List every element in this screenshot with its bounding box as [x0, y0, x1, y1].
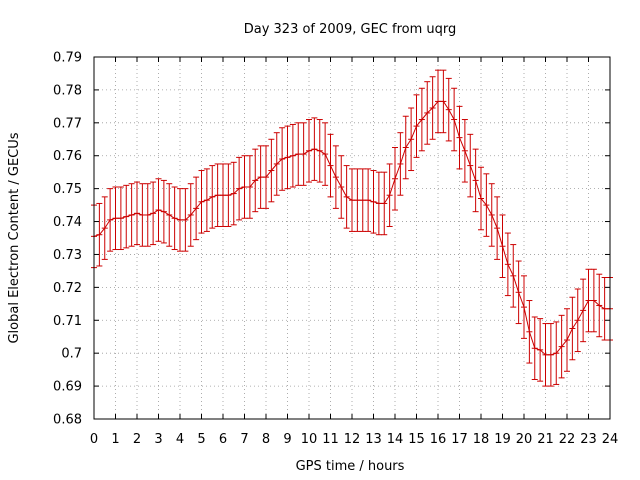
grid	[94, 57, 610, 419]
chart-title: Day 323 of 2009, GEC from uqrg	[244, 22, 457, 37]
x-tick-label: 6	[219, 432, 227, 447]
y-tick-label: 0.72	[53, 281, 82, 296]
x-tick-label: 19	[494, 432, 511, 447]
x-tick-label: 16	[430, 432, 447, 447]
y-tick-label: 0.71	[53, 314, 82, 329]
x-tick-label: 7	[240, 432, 248, 447]
data-series	[91, 100, 613, 356]
x-tick-label: 23	[580, 432, 597, 447]
x-tick-label: 0	[90, 432, 98, 447]
x-tick-label: 13	[365, 432, 382, 447]
x-tick-label: 22	[559, 432, 576, 447]
x-tick-labels: 0 1 2 3 4 5 6 7 8 9 10 11 12 13 14 15 16 17 18 19 20 21 22 23 24	[90, 432, 618, 447]
y-tick-label: 0.68	[53, 413, 82, 428]
y-tick-labels: 0.68 0.69 0.7 0.71 0.72 0.73 0.74 0.75 0.76 0.77 0…	[53, 51, 82, 428]
x-axis-label: GPS time / hours	[296, 459, 405, 474]
x-tick-label: 12	[344, 432, 361, 447]
x-tick-label: 5	[197, 432, 205, 447]
x-tick-label: 14	[387, 432, 404, 447]
y-tick-label: 0.78	[53, 83, 82, 98]
x-tick-label: 21	[537, 432, 554, 447]
x-tick-label: 11	[322, 432, 339, 447]
y-tick-label: 0.79	[53, 51, 82, 66]
y-axis-label: Global Electron Content / GECUs	[7, 132, 22, 343]
axis-ticks	[93, 56, 611, 420]
x-tick-label: 4	[176, 432, 184, 447]
x-tick-label: 8	[262, 432, 270, 447]
y-tick-label: 0.69	[53, 380, 82, 395]
y-tick-label: 0.76	[53, 149, 82, 164]
x-tick-label: 20	[516, 432, 533, 447]
x-tick-label: 18	[473, 432, 490, 447]
y-tick-label: 0.77	[53, 116, 82, 131]
x-tick-label: 2	[133, 432, 141, 447]
x-tick-label: 10	[301, 432, 318, 447]
y-tick-label: 0.74	[53, 215, 82, 230]
x-tick-label: 24	[602, 432, 619, 447]
y-tick-label: 0.73	[53, 248, 82, 263]
x-tick-label: 1	[111, 432, 119, 447]
x-tick-label: 15	[408, 432, 425, 447]
y-tick-label: 0.7	[61, 347, 82, 362]
x-tick-label: 3	[154, 432, 162, 447]
x-tick-label: 9	[283, 432, 291, 447]
y-tick-label: 0.75	[53, 182, 82, 197]
x-tick-label: 17	[451, 432, 468, 447]
